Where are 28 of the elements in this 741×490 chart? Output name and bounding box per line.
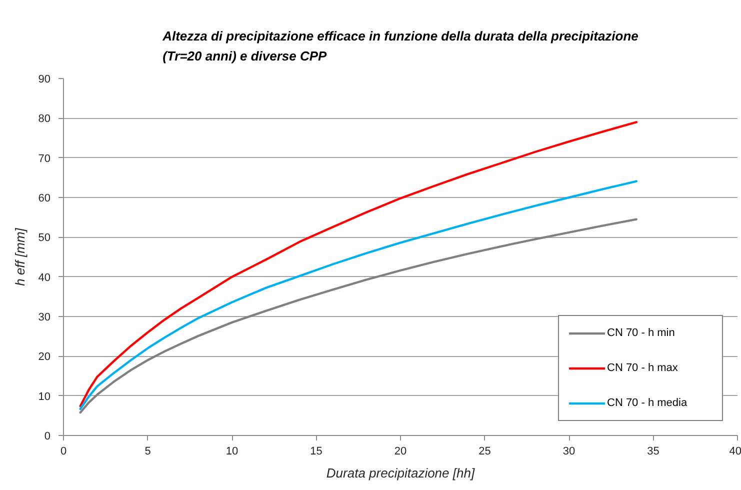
y-tick-label: 90 (38, 74, 51, 86)
y-tick-label: 40 (38, 272, 51, 284)
x-tick-label: 10 (226, 446, 238, 458)
x-tick-label: 0 (60, 446, 67, 458)
legend-label: CN 70 - h max (607, 361, 679, 375)
y-tick-label: 60 (38, 192, 51, 204)
x-tick-label: 25 (478, 446, 491, 458)
x-tick-label: 15 (310, 446, 322, 458)
y-tick-label: 20 (38, 351, 51, 364)
x-tick-label: 5 (144, 446, 151, 458)
x-axis-title: Durata precipitazione [hh] (326, 466, 475, 480)
y-tick-label: 30 (38, 312, 51, 324)
y-tick-label: 50 (38, 232, 51, 244)
y-axis-title: h eff [mm] (12, 228, 28, 286)
x-tick-label: 40 (729, 446, 741, 458)
x-tick-label: 30 (562, 446, 576, 458)
legend-label: CN 70 - h media (607, 396, 688, 410)
y-tick-label: 80 (38, 113, 51, 126)
x-tick-label: 35 (647, 446, 660, 458)
y-tick-label: 0 (44, 430, 51, 442)
x-tick-label: 20 (394, 446, 407, 458)
line-series (79, 180, 638, 410)
y-tick-label: 70 (38, 152, 51, 165)
line-series (79, 121, 638, 408)
legend-label: CN 70 - h min (607, 326, 676, 340)
y-tick-label: 10 (38, 390, 51, 403)
line-series (79, 218, 638, 414)
chart-title: Altezza di precipitazione efficace in funzione della durata della precipitazione (Tr=20 anni) e diverse CPP (162, 28, 638, 64)
